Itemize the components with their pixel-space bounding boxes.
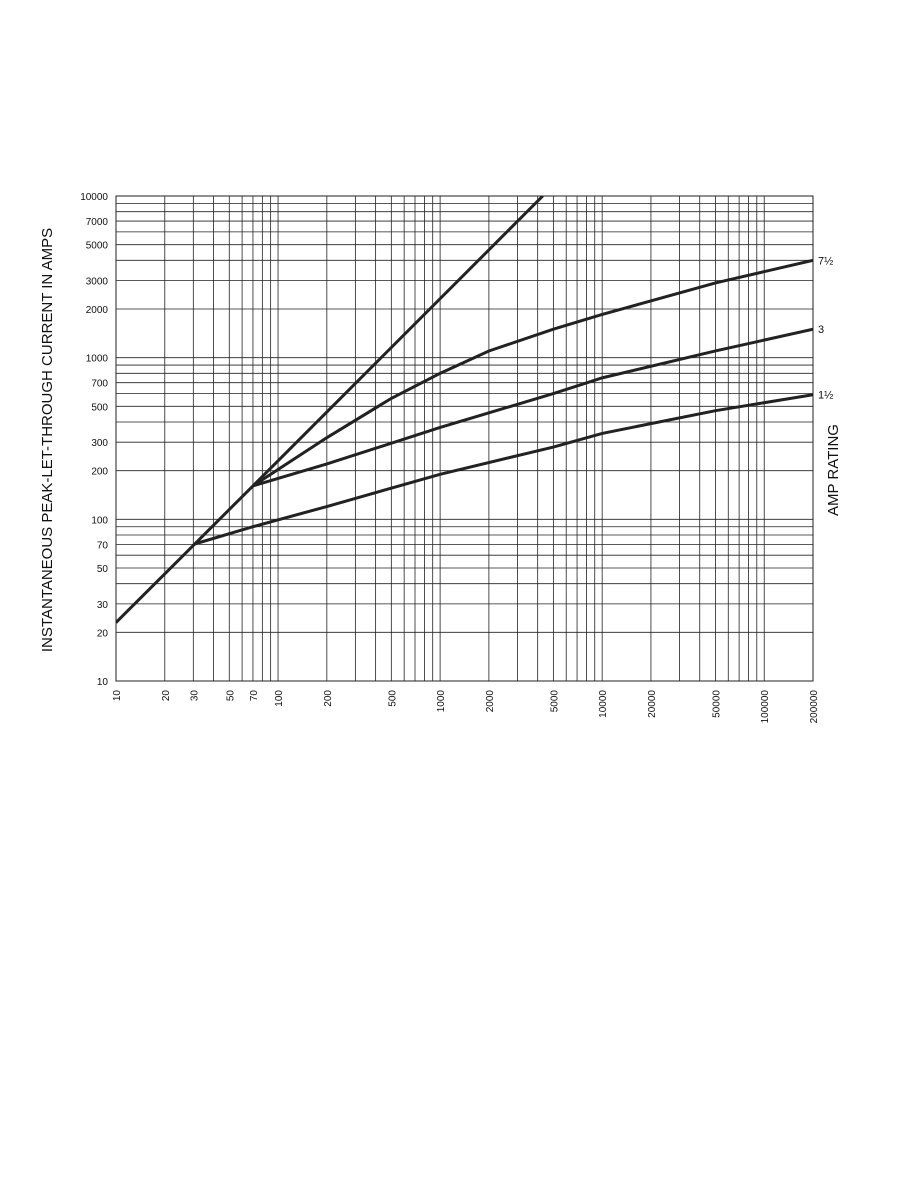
plot-frame [115,195,814,682]
y-tick-label: 7000 [86,217,109,228]
x-tick-label: 50000 [711,690,722,718]
x-tick-label: 200 [323,690,334,707]
x-tick-label: 1000 [436,690,447,713]
x-tick-label: 20000 [647,690,658,718]
x-tick-label: 30 [189,690,200,702]
series-label: 3 [818,324,824,336]
y-tick-label: 50 [97,564,109,575]
series-label: 7½ [818,255,833,267]
y-axis-label: INSTANTANEOUS PEAK-LET-THROUGH CURRENT I… [39,228,56,652]
x-tick-label: 5000 [549,690,560,713]
series-line [116,196,544,624]
y-tick-label: 10000 [80,192,108,203]
right-axis-label: AMP RATING [825,424,842,516]
y-tick-label: 300 [91,438,108,449]
series-line [192,393,813,546]
y-tick-label: 200 [91,467,108,478]
x-tick-label: 500 [387,690,398,707]
x-tick-label: 200000 [809,690,820,724]
x-tick-label: 100000 [760,690,771,724]
x-tick-label: 10000 [598,690,609,718]
series-line [252,327,813,488]
x-tick-label: 100 [274,690,285,707]
y-tick-label: 100 [91,515,108,526]
x-tick-label: 50 [225,690,236,702]
x-tick-label: 2000 [485,690,496,713]
y-tick-label: 1000 [86,354,109,365]
y-tick-label: 2000 [86,305,109,316]
y-tick-label: 30 [97,600,109,611]
series-label: 1½ [818,390,833,402]
series-line [252,258,813,488]
y-tick-label: 5000 [86,241,109,252]
y-tick-label: 20 [97,628,109,639]
y-tick-label: 10 [97,677,109,688]
y-tick-label: 500 [91,402,108,413]
x-tick-label: 20 [161,690,172,702]
y-tick-label: 700 [91,379,108,390]
x-tick-label: 10 [112,690,123,702]
x-tick-label: 70 [249,690,260,702]
y-tick-label: 3000 [86,277,109,288]
y-tick-label: 70 [97,540,109,551]
